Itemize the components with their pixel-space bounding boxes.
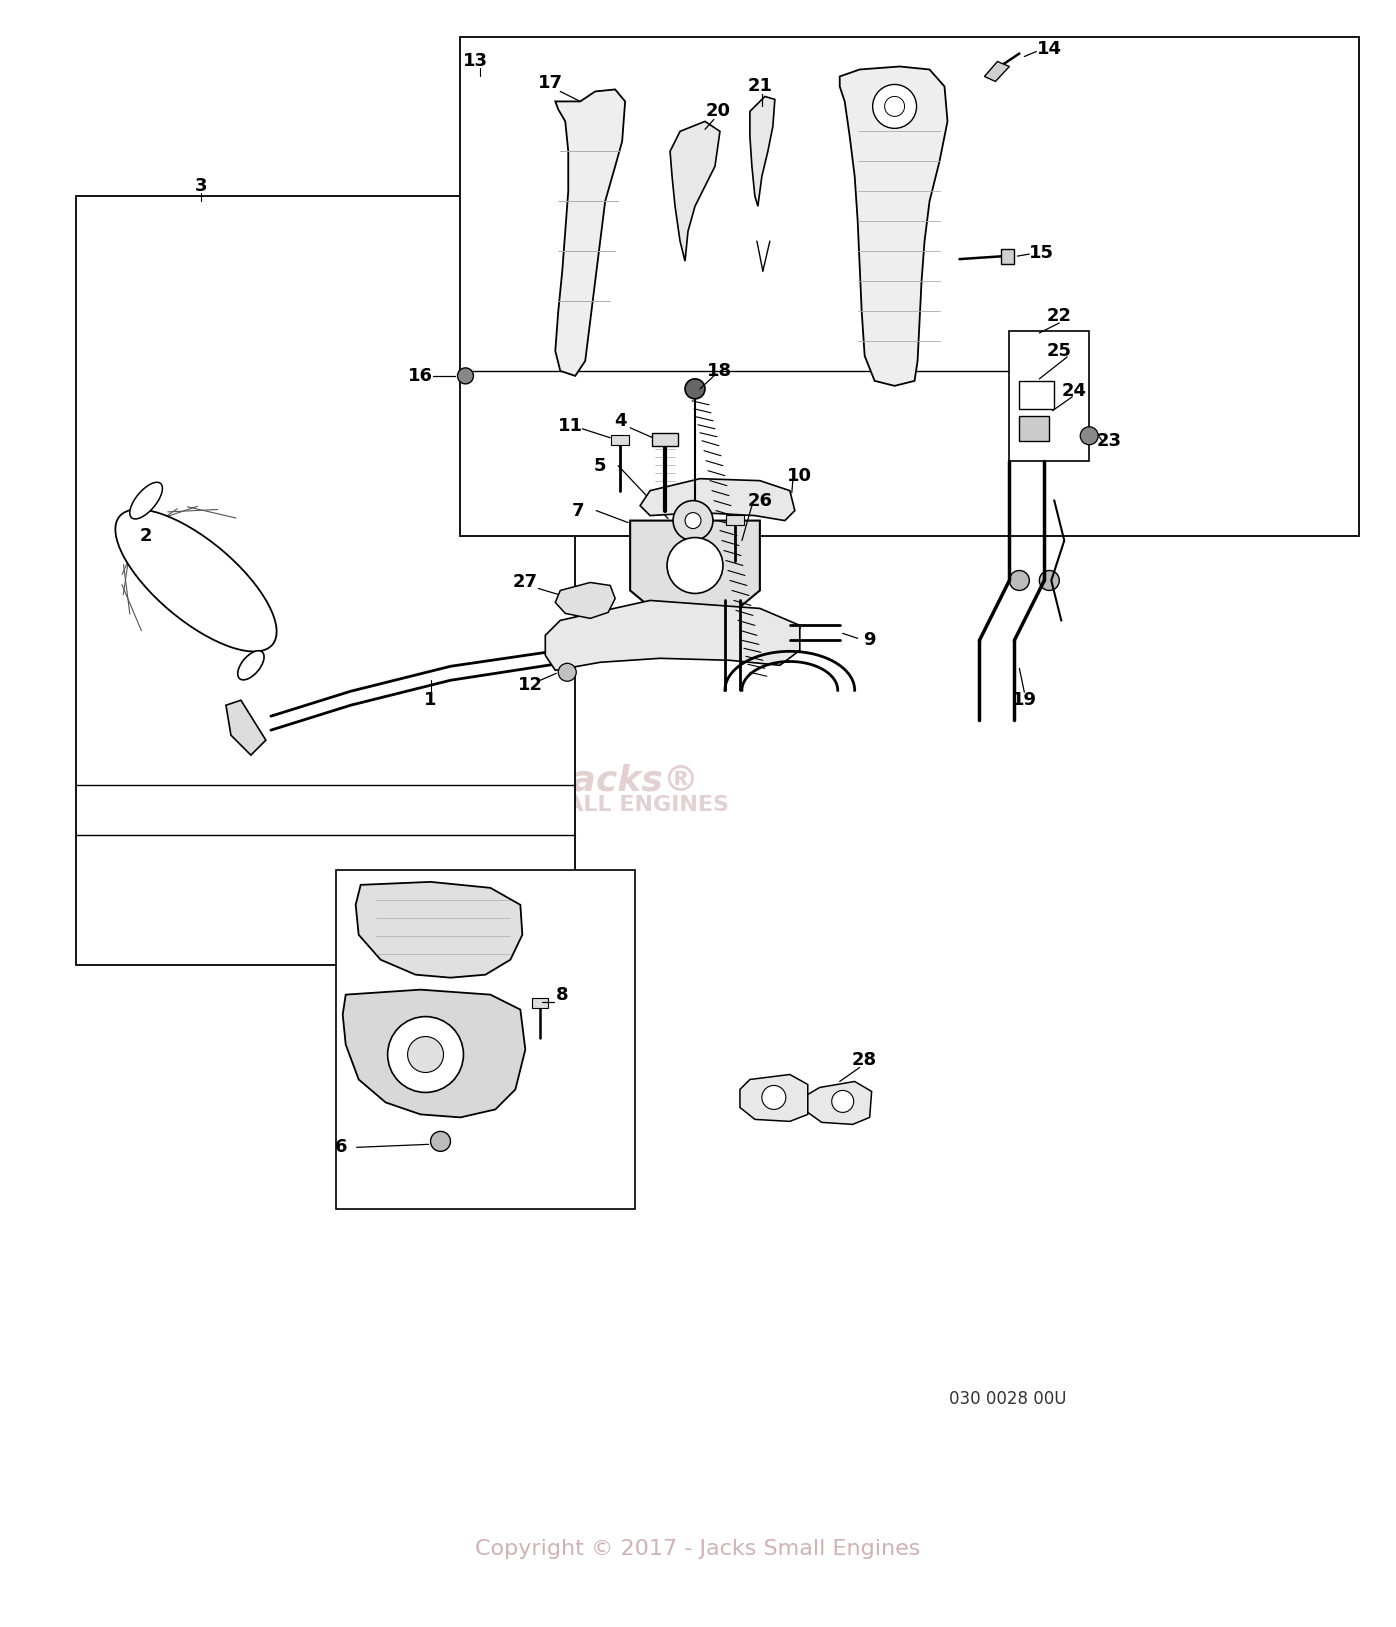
Text: 6: 6 — [335, 1139, 348, 1157]
Bar — [1019, 417, 1050, 441]
Text: 11: 11 — [558, 417, 582, 434]
Ellipse shape — [130, 482, 162, 519]
Text: 26: 26 — [747, 491, 772, 509]
Text: 23: 23 — [1097, 431, 1121, 449]
Text: 2: 2 — [140, 527, 152, 545]
Text: 10: 10 — [787, 467, 812, 485]
Circle shape — [458, 368, 473, 384]
Text: 7: 7 — [572, 501, 585, 519]
Polygon shape — [342, 989, 525, 1118]
Polygon shape — [546, 600, 800, 670]
Polygon shape — [641, 478, 794, 521]
Text: 15: 15 — [1029, 244, 1054, 262]
Bar — [1009, 330, 1089, 460]
Text: 24: 24 — [1062, 382, 1086, 400]
Circle shape — [430, 1131, 451, 1152]
Polygon shape — [652, 433, 678, 446]
Circle shape — [667, 537, 723, 594]
Text: 13: 13 — [463, 52, 489, 70]
Circle shape — [685, 513, 701, 529]
Text: 19: 19 — [1012, 691, 1037, 709]
Circle shape — [1081, 426, 1099, 444]
Text: 22: 22 — [1047, 308, 1072, 325]
Circle shape — [762, 1085, 786, 1110]
Circle shape — [558, 664, 577, 682]
Text: 3: 3 — [194, 177, 207, 195]
Text: 16: 16 — [408, 366, 433, 386]
Polygon shape — [556, 582, 616, 618]
Polygon shape — [670, 122, 720, 260]
Circle shape — [388, 1017, 463, 1092]
Text: 12: 12 — [518, 677, 543, 695]
Circle shape — [685, 379, 705, 399]
Polygon shape — [808, 1082, 871, 1124]
Circle shape — [408, 1036, 444, 1072]
Circle shape — [885, 96, 905, 117]
Text: 20: 20 — [705, 103, 730, 120]
Text: Copyright © 2017 - Jacks Small Engines: Copyright © 2017 - Jacks Small Engines — [475, 1539, 921, 1559]
Text: 28: 28 — [852, 1051, 877, 1069]
Text: 17: 17 — [537, 75, 563, 93]
Bar — [335, 870, 635, 1209]
Text: 4: 4 — [614, 412, 627, 430]
Text: 9: 9 — [863, 631, 875, 649]
Ellipse shape — [116, 509, 276, 651]
Polygon shape — [356, 882, 522, 978]
Text: 27: 27 — [512, 573, 537, 592]
Text: 14: 14 — [1037, 39, 1062, 57]
Circle shape — [1039, 571, 1060, 591]
Circle shape — [1009, 571, 1029, 591]
Polygon shape — [630, 521, 759, 625]
Polygon shape — [740, 1074, 808, 1121]
Bar — [461, 36, 1358, 535]
Polygon shape — [840, 67, 948, 386]
Text: 25: 25 — [1047, 342, 1072, 360]
Polygon shape — [226, 700, 265, 755]
Polygon shape — [726, 514, 744, 524]
Polygon shape — [556, 89, 625, 376]
Text: 030 0028 00U: 030 0028 00U — [949, 1389, 1067, 1407]
Text: SMALL ENGINES: SMALL ENGINES — [528, 796, 729, 815]
Circle shape — [673, 501, 713, 540]
Ellipse shape — [237, 651, 264, 680]
Bar — [77, 197, 575, 965]
Circle shape — [872, 85, 917, 129]
Polygon shape — [532, 997, 549, 1007]
Polygon shape — [984, 62, 1009, 81]
Text: 8: 8 — [556, 986, 568, 1004]
Polygon shape — [750, 96, 775, 207]
Polygon shape — [1001, 249, 1015, 264]
Text: 1: 1 — [424, 691, 437, 709]
Text: 18: 18 — [708, 361, 733, 379]
Bar — [1019, 381, 1054, 408]
Text: Jacks®: Jacks® — [558, 765, 699, 797]
Circle shape — [832, 1090, 854, 1113]
Polygon shape — [611, 434, 630, 444]
Text: 5: 5 — [593, 457, 606, 475]
Text: 21: 21 — [747, 78, 772, 96]
